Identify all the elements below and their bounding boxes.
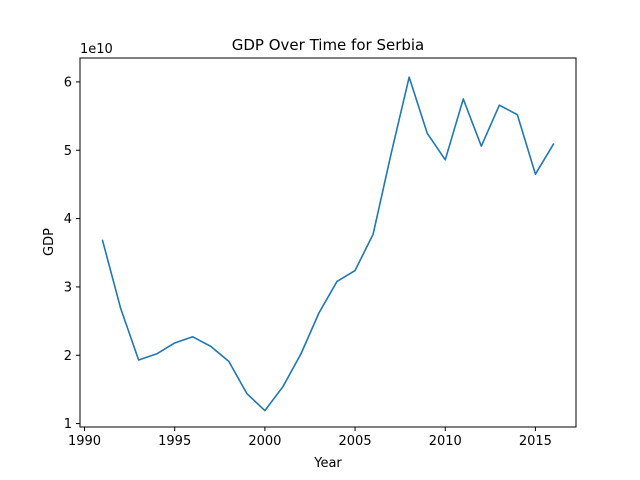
x-axis: 1990 1995 2000 2005 2010 2015 — [68, 427, 552, 449]
x-tick-label: 1990 — [68, 434, 101, 449]
x-tick-label: 2005 — [339, 434, 372, 449]
y-axis-label: GDP — [42, 228, 57, 256]
gdp-series-line — [101, 76, 555, 412]
chart-title: GDP Over Time for Serbia — [232, 36, 425, 54]
x-tick-label: 2010 — [429, 434, 462, 449]
plot-area — [101, 76, 555, 412]
y-tick-label: 1 — [64, 417, 72, 432]
y-tick-label: 4 — [64, 212, 72, 227]
y-tick-label: 2 — [64, 349, 72, 364]
y-tick-label: 3 — [64, 280, 72, 295]
x-tick-label: 2000 — [248, 434, 281, 449]
y-axis: 1 2 3 4 5 6 — [64, 75, 80, 432]
y-offset-label: 1e10 — [80, 42, 113, 57]
x-tick-label: 1995 — [158, 434, 191, 449]
y-tick-label: 5 — [64, 144, 72, 159]
axes-frame — [79, 57, 577, 428]
x-axis-label: Year — [313, 456, 342, 471]
x-tick-label: 2015 — [519, 434, 552, 449]
y-tick-label: 6 — [64, 75, 72, 90]
